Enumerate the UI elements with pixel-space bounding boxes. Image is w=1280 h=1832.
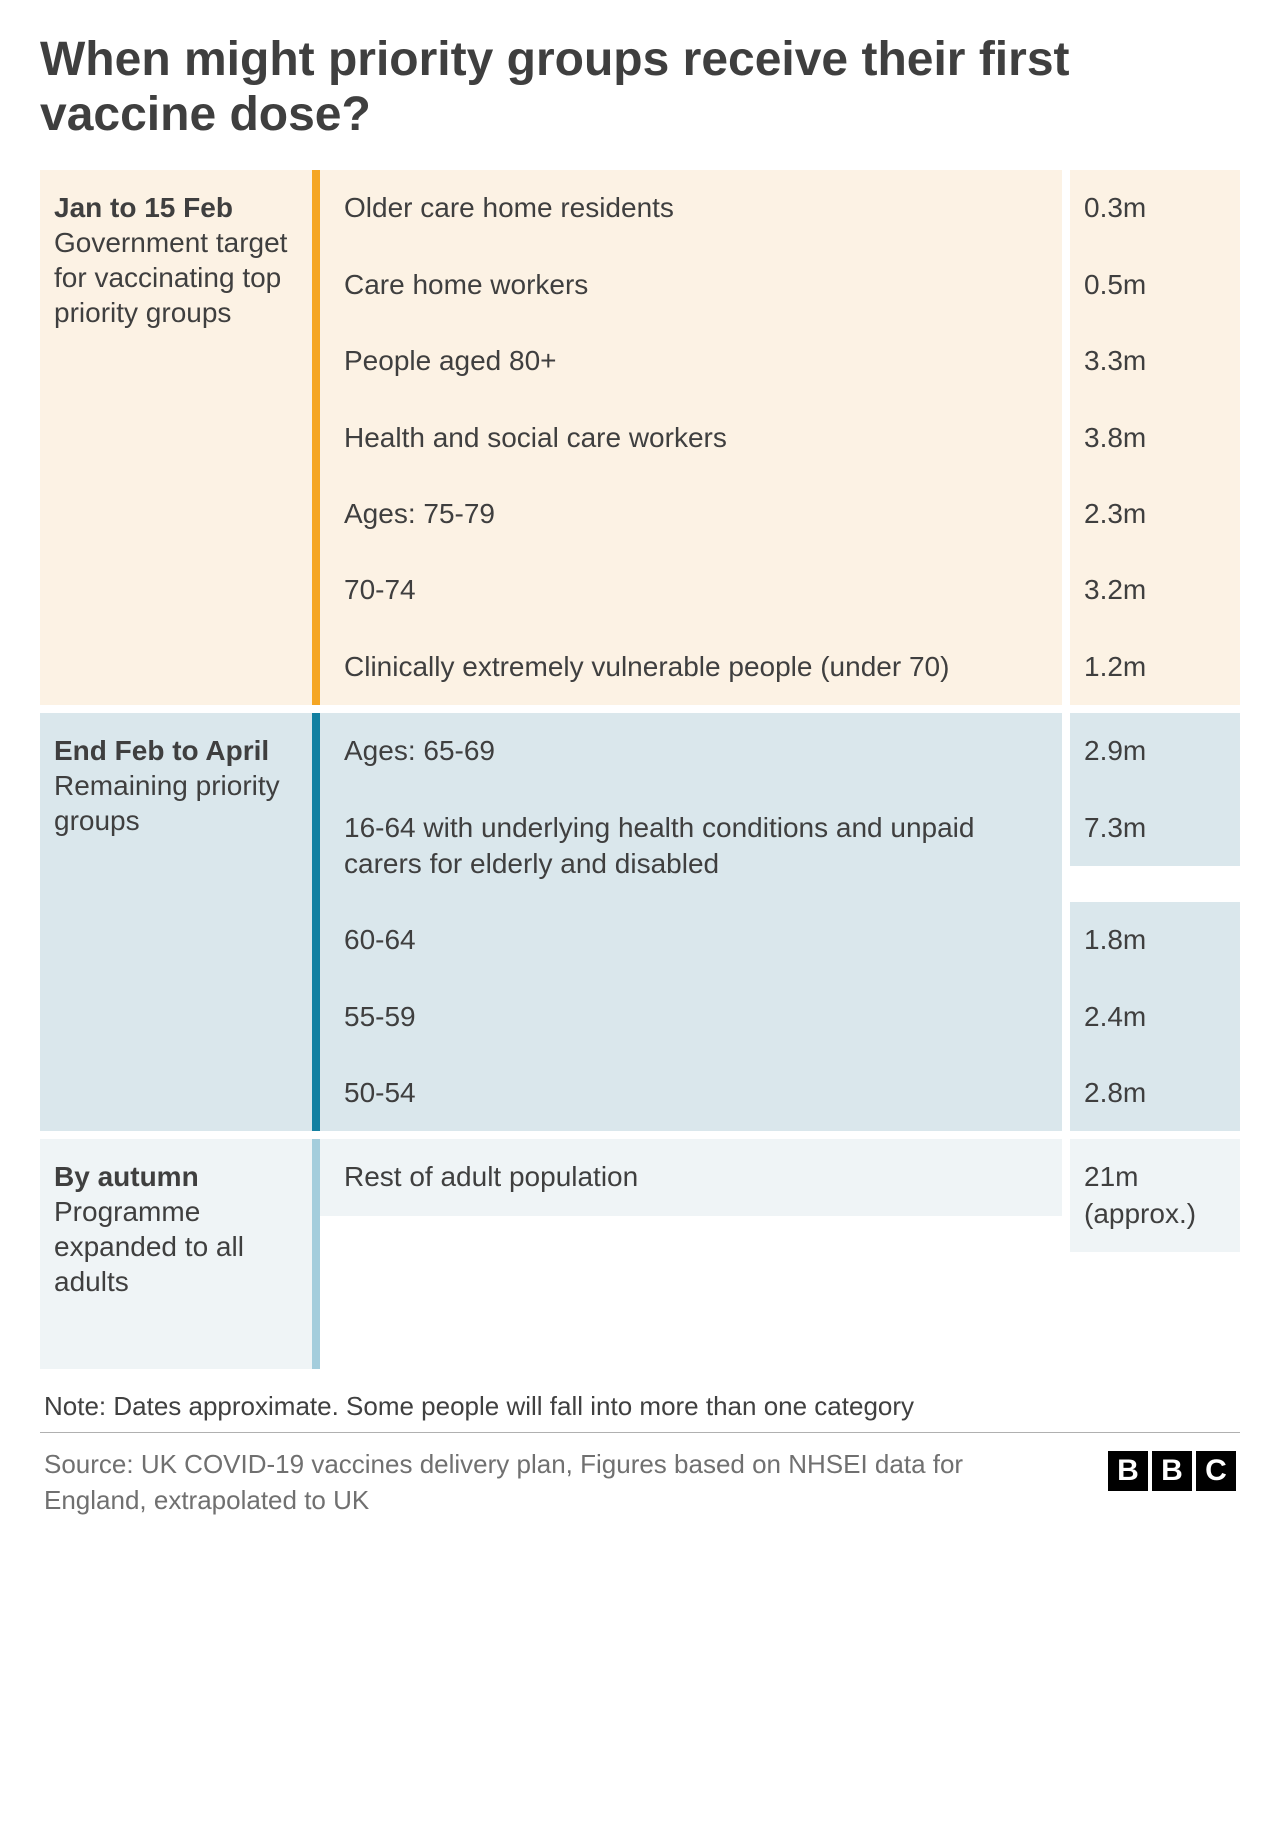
phase-date: End Feb to April [54,733,294,768]
phases-list: Jan to 15 FebGovernment target for vacci… [40,170,1240,1369]
phase-rows: Ages: 65-692.9m16-64 with underlying hea… [320,713,1240,1131]
phase-rows: Older care home residents0.3mCare home w… [320,170,1240,705]
source-text: Source: UK COVID-19 vaccines delivery pl… [44,1447,1108,1517]
phase-description: Programme expanded to all adults [54,1194,294,1299]
row-value: 3.3m [1070,323,1240,399]
row-value: 3.8m [1070,400,1240,476]
table-row: People aged 80+3.3m [320,323,1240,399]
row-value: 3.2m [1070,552,1240,628]
row-value: 0.5m [1070,247,1240,323]
row-label: 50-54 [320,1055,1062,1131]
row-value: 7.3m [1070,790,1240,866]
row-label: Clinically extremely vulnerable people (… [320,629,1062,705]
page-title: When might priority groups receive their… [40,32,1240,142]
row-label: Rest of adult population [320,1139,1062,1215]
phase-color-bar [312,713,320,1131]
phase-description: Remaining priority groups [54,768,294,838]
phase-block: Jan to 15 FebGovernment target for vacci… [40,170,1240,705]
note-text: Note: Dates approximate. Some people wil… [40,1377,1240,1433]
logo-letter: B [1152,1451,1192,1491]
phase-date: By autumn [54,1159,294,1194]
table-row: 50-542.8m [320,1055,1240,1131]
row-value: 2.4m [1070,979,1240,1055]
logo-letter: C [1196,1451,1236,1491]
table-row: 55-592.4m [320,979,1240,1055]
row-label: Older care home residents [320,170,1062,246]
table-row: 16-64 with underlying health conditions … [320,790,1240,903]
footer: Source: UK COVID-19 vaccines delivery pl… [40,1443,1240,1517]
row-label: Ages: 65-69 [320,713,1062,789]
phase-color-bar [312,1139,320,1369]
row-label: Ages: 75-79 [320,476,1062,552]
row-label: 60-64 [320,902,1062,978]
table-row: 60-641.8m [320,902,1240,978]
row-label: Care home workers [320,247,1062,323]
phase-date: Jan to 15 Feb [54,190,294,225]
phase-color-bar [312,170,320,705]
phase-rows: Rest of adult population21m (approx.) [320,1139,1240,1369]
table-row: Ages: 65-692.9m [320,713,1240,789]
row-value: 1.2m [1070,629,1240,705]
table-row: Care home workers0.5m [320,247,1240,323]
row-value: 2.9m [1070,713,1240,789]
phase-header: End Feb to AprilRemaining priority group… [40,713,312,1131]
row-label: 16-64 with underlying health conditions … [320,790,1062,903]
logo-letter: B [1108,1451,1148,1491]
row-label: 70-74 [320,552,1062,628]
row-label: People aged 80+ [320,323,1062,399]
row-label: Health and social care workers [320,400,1062,476]
row-value: 1.8m [1070,902,1240,978]
row-value: 21m (approx.) [1070,1139,1240,1252]
row-label: 55-59 [320,979,1062,1055]
table-row: Ages: 75-792.3m [320,476,1240,552]
phase-block: By autumnProgramme expanded to all adult… [40,1139,1240,1369]
table-row: Rest of adult population21m (approx.) [320,1139,1240,1252]
table-row: 70-743.2m [320,552,1240,628]
row-value: 2.3m [1070,476,1240,552]
phase-header: Jan to 15 FebGovernment target for vacci… [40,170,312,705]
phase-block: End Feb to AprilRemaining priority group… [40,713,1240,1131]
phase-description: Government target for vaccinating top pr… [54,225,294,330]
table-row: Health and social care workers3.8m [320,400,1240,476]
row-value: 0.3m [1070,170,1240,246]
phase-header: By autumnProgramme expanded to all adult… [40,1139,312,1369]
bbc-logo: BBC [1108,1451,1236,1491]
row-value: 2.8m [1070,1055,1240,1131]
table-row: Clinically extremely vulnerable people (… [320,629,1240,705]
infographic-container: When might priority groups receive their… [0,0,1280,1538]
table-row: Older care home residents0.3m [320,170,1240,246]
